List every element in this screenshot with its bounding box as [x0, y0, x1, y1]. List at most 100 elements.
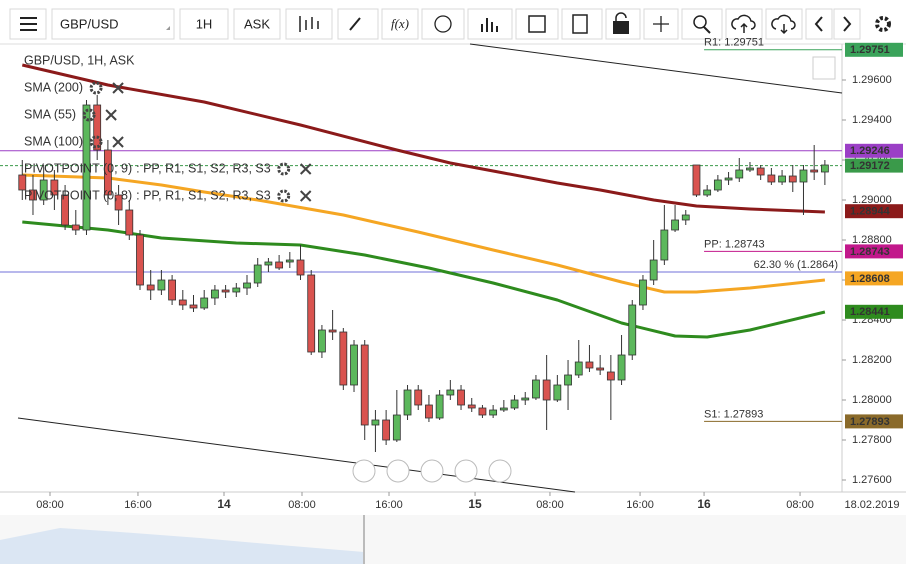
candle-body: [414, 389, 423, 406]
zoom-in[interactable]: [454, 459, 478, 483]
candle-body: [392, 414, 401, 441]
candle-body: [489, 409, 498, 416]
reset-zoom[interactable]: [420, 459, 444, 483]
candle-body: [820, 164, 829, 173]
price-select[interactable]: [233, 8, 281, 40]
candle-body: [521, 397, 530, 401]
candle-body: [799, 169, 808, 183]
chart-type-button[interactable]: [285, 8, 333, 40]
candle-body: [350, 344, 358, 386]
settings-icon[interactable]: [277, 162, 291, 176]
candle-body: [29, 189, 37, 201]
candle-body: [360, 344, 369, 426]
candle-body: [307, 274, 316, 353]
x-tick-label: 08:00: [36, 499, 64, 511]
legend-entry: SMA (55): [24, 107, 76, 121]
legend-items: : PP, R1, S1, S2, R3, S3: [136, 161, 271, 175]
candle-body: [467, 404, 476, 409]
candle-body: [713, 179, 722, 191]
candle-body: [157, 279, 166, 291]
settings-icon[interactable]: [277, 189, 291, 203]
candle-body: [18, 174, 27, 191]
candle-body: [553, 384, 562, 401]
prev-button[interactable]: [805, 8, 833, 40]
candle-body: [211, 289, 219, 299]
price-tag-label: 1.28608: [850, 273, 890, 285]
candle-body: [478, 407, 487, 416]
candle-body: [285, 259, 294, 263]
candle-body: [371, 419, 380, 426]
settings-icon[interactable]: [89, 135, 103, 149]
y-tick-label: 1.29400: [852, 114, 892, 126]
candle-body: [39, 179, 48, 201]
indicator-button[interactable]: [467, 8, 513, 40]
price-tag-label: 1.29172: [850, 160, 890, 172]
zoom-out[interactable]: [386, 459, 410, 483]
remove-icon[interactable]: [112, 82, 124, 94]
candle-body: [532, 379, 540, 399]
x-tick-label: 16:00: [375, 499, 403, 511]
remove-icon[interactable]: [112, 136, 124, 148]
legend-entry: SMA (200): [24, 80, 83, 94]
candle-body: [136, 234, 144, 286]
y-tick-label: 1.29600: [852, 74, 892, 86]
level-label: R1: 1.29751: [704, 37, 764, 49]
settings-icon[interactable]: [82, 108, 96, 122]
price-tag: [845, 271, 903, 286]
candle-body: [82, 104, 91, 231]
candle-body: [660, 229, 669, 261]
candle-body: [617, 354, 626, 381]
calc-button[interactable]: [561, 8, 603, 40]
candle-body: [681, 214, 690, 221]
x-tick-label: 08:00: [536, 499, 564, 511]
x-tick-label: 08:00: [288, 499, 316, 511]
candle-body: [403, 389, 412, 416]
candle-body: [810, 169, 819, 173]
timeframe-select[interactable]: [179, 8, 229, 40]
level-label: S1: 1.27893: [704, 408, 763, 420]
next-button[interactable]: [833, 8, 861, 40]
candle-body: [596, 367, 605, 371]
scroll-right[interactable]: [488, 459, 512, 483]
candle-body: [639, 279, 647, 306]
price-tag: [845, 244, 903, 259]
candle-body: [146, 284, 155, 291]
candle-body: [649, 259, 658, 281]
info-button[interactable]: [421, 8, 465, 40]
x-tick-label: 16:00: [626, 499, 654, 511]
candle-body: [328, 329, 337, 333]
symbol-select[interactable]: [51, 8, 175, 40]
zoom-button[interactable]: [681, 8, 723, 40]
candle-body: [318, 329, 326, 353]
remove-icon[interactable]: [105, 109, 117, 121]
timeframe-text: 1H: [196, 16, 213, 31]
calendar-button[interactable]: [515, 8, 559, 40]
scroll-left[interactable]: [352, 459, 376, 483]
y-tick-label: 1.28200: [852, 354, 892, 366]
draw-button[interactable]: [337, 8, 379, 40]
candle-body: [692, 164, 701, 196]
trend-line: [469, 43, 843, 94]
expand-button[interactable]: [812, 56, 836, 80]
y-tick-label: 1.28800: [852, 234, 892, 246]
candle-body: [275, 261, 284, 269]
candle-body: [200, 297, 209, 309]
function-text: f(x): [391, 16, 409, 31]
candle-body: [778, 175, 786, 183]
price-tag-label: 1.29246: [850, 145, 890, 157]
candle-body: [585, 361, 594, 369]
candle-body: [61, 194, 69, 226]
candle-body: [756, 167, 765, 176]
settings-icon[interactable]: [89, 81, 103, 95]
remove-icon[interactable]: [299, 163, 312, 175]
price-tag-label: 1.27893: [850, 416, 890, 428]
candle-body: [243, 282, 251, 289]
function-button[interactable]: [381, 8, 419, 40]
candle-body: [339, 331, 348, 386]
sma-line: [22, 173, 826, 294]
candle-body: [103, 149, 112, 196]
plot: 1.276001.278001.280001.282001.284001.286…: [0, 37, 903, 511]
remove-icon[interactable]: [299, 190, 312, 202]
candle-body: [125, 209, 134, 236]
